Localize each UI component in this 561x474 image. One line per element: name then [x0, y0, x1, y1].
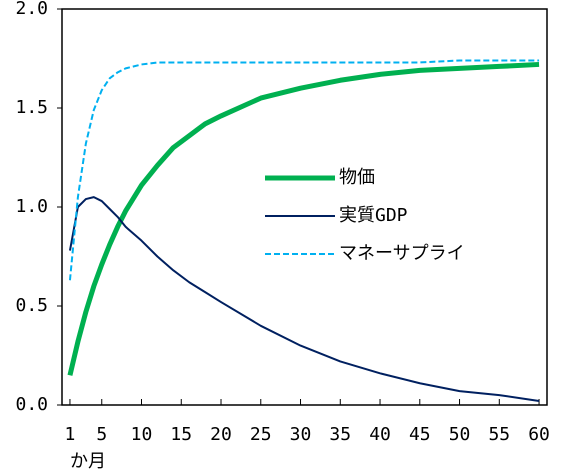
series-line [68, 196, 540, 403]
x-tick-label: 45 [409, 424, 431, 445]
series-line [68, 59, 540, 281]
x-tick-label: 35 [329, 424, 351, 445]
x-tick-label: 5 [96, 424, 107, 445]
x-tick-label: 15 [170, 424, 192, 445]
x-tick-label: 55 [488, 424, 510, 445]
x-tick-label: 30 [290, 424, 312, 445]
y-tick-label: 1.0 [15, 196, 48, 217]
legend-label: 物価 [339, 167, 375, 188]
series-line [67, 61, 540, 376]
legend-label: マネーサプライ [339, 243, 465, 264]
y-tick-label: 1.5 [15, 97, 48, 118]
x-tick-label: 25 [250, 424, 272, 445]
x-axis-label: か月 [70, 451, 106, 472]
y-tick-label: 2.0 [15, 0, 48, 19]
y-tick-label: 0.5 [15, 295, 48, 316]
x-tick-label: 20 [210, 424, 232, 445]
y-tick-label: 0.0 [15, 394, 48, 415]
x-tick-label: 60 [528, 424, 550, 445]
x-tick-label: 40 [369, 424, 391, 445]
legend-label: 実質GDP [339, 205, 408, 226]
x-tick-label: 50 [449, 424, 471, 445]
x-tick-label: 10 [131, 424, 153, 445]
x-tick-label: 1 [65, 424, 76, 445]
